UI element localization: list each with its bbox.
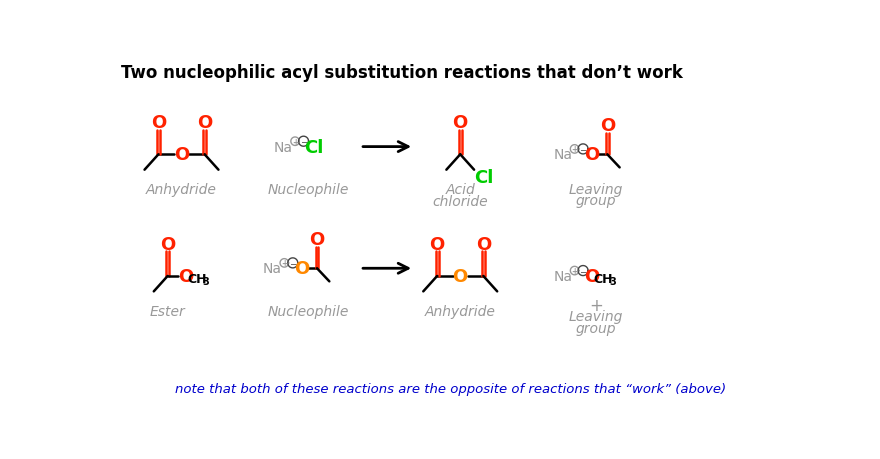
Text: Acid: Acid bbox=[445, 183, 475, 196]
Text: chloride: chloride bbox=[432, 194, 488, 208]
Text: O: O bbox=[150, 114, 166, 132]
Text: −: − bbox=[579, 267, 587, 275]
Text: Na: Na bbox=[554, 148, 572, 162]
Text: note that both of these reactions are the opposite of reactions that “work” (abo: note that both of these reactions are th… bbox=[175, 382, 727, 395]
Text: +: + bbox=[282, 259, 288, 268]
Text: O: O bbox=[179, 268, 194, 285]
Text: O: O bbox=[294, 260, 309, 278]
Text: Cl: Cl bbox=[304, 138, 324, 156]
Text: +: + bbox=[571, 267, 577, 275]
Text: O: O bbox=[599, 117, 615, 135]
Text: +: + bbox=[292, 137, 298, 146]
Text: Two nucleophilic acyl substitution reactions that don’t work: Two nucleophilic acyl substitution react… bbox=[121, 64, 683, 82]
Text: Nucleophile: Nucleophile bbox=[268, 183, 349, 196]
Text: +: + bbox=[589, 297, 603, 314]
Text: Leaving: Leaving bbox=[568, 309, 623, 323]
Text: Ester: Ester bbox=[150, 304, 186, 318]
Text: −: − bbox=[579, 145, 587, 154]
Text: 3: 3 bbox=[202, 277, 209, 287]
Text: O: O bbox=[452, 268, 468, 285]
Text: Anhydride: Anhydride bbox=[425, 304, 495, 318]
Text: 3: 3 bbox=[609, 276, 616, 286]
Text: Na: Na bbox=[554, 269, 572, 283]
Text: group: group bbox=[576, 194, 616, 208]
Text: +: + bbox=[571, 145, 577, 154]
Text: O: O bbox=[197, 114, 212, 132]
Text: group: group bbox=[576, 321, 616, 335]
Text: O: O bbox=[310, 230, 325, 248]
Text: Anhydride: Anhydride bbox=[146, 183, 217, 196]
Text: O: O bbox=[584, 146, 599, 164]
Text: O: O bbox=[584, 268, 599, 285]
Text: O: O bbox=[452, 114, 468, 132]
Text: Na: Na bbox=[263, 262, 282, 276]
Text: CH: CH bbox=[593, 272, 612, 285]
Text: −: − bbox=[289, 259, 297, 268]
Text: O: O bbox=[174, 146, 189, 164]
Text: O: O bbox=[476, 235, 491, 253]
Text: Cl: Cl bbox=[473, 169, 493, 187]
Text: O: O bbox=[429, 235, 444, 253]
Text: O: O bbox=[160, 235, 175, 253]
Text: −: − bbox=[300, 137, 307, 146]
Text: Na: Na bbox=[274, 140, 293, 154]
Text: Leaving: Leaving bbox=[568, 183, 623, 196]
Text: Nucleophile: Nucleophile bbox=[268, 304, 349, 318]
Text: CH: CH bbox=[187, 272, 207, 285]
